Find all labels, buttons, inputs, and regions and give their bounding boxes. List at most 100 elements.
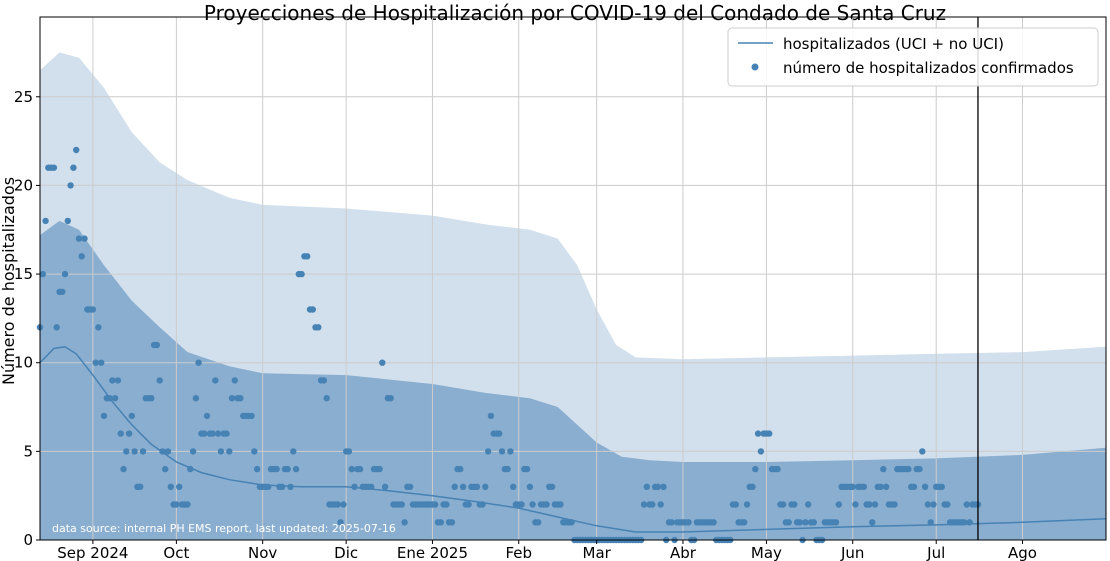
data-point <box>89 306 97 313</box>
observed-points-group <box>36 146 982 544</box>
data-point <box>273 465 280 473</box>
data-point <box>201 430 208 437</box>
data-point <box>448 519 456 526</box>
data-point <box>960 519 968 526</box>
data-point <box>195 359 202 366</box>
data-point <box>298 270 305 278</box>
data-point <box>805 501 812 508</box>
x-tick-label: Ene 2025 <box>397 544 468 561</box>
data-point <box>437 519 444 526</box>
data-point <box>223 430 230 437</box>
data-point <box>67 182 74 189</box>
data-point <box>376 465 383 473</box>
y-axis-label: Número de hospitalizados <box>0 177 18 385</box>
x-tick-label: Dic <box>334 544 358 561</box>
data-point <box>265 483 272 490</box>
data-point <box>774 465 781 473</box>
data-point <box>407 483 414 490</box>
data-point <box>766 430 773 437</box>
data-point <box>543 501 550 508</box>
data-point <box>176 483 183 490</box>
data-point <box>832 519 840 526</box>
data-point <box>882 483 890 490</box>
data-point <box>387 395 394 402</box>
data-point <box>212 377 219 384</box>
data-point <box>944 501 951 508</box>
data-point <box>137 483 144 490</box>
data-point <box>42 217 49 225</box>
data-point <box>309 306 316 313</box>
data-point <box>78 253 85 260</box>
y-tick-label: 15 <box>14 265 33 283</box>
projection-line-group <box>39 346 1107 533</box>
data-point <box>278 483 286 490</box>
data-point <box>685 519 692 526</box>
x-tick-label: Jul <box>926 544 945 561</box>
data-point <box>92 359 99 366</box>
data-point <box>61 270 69 278</box>
data-point <box>732 501 739 508</box>
data-point <box>921 483 929 490</box>
data-point <box>643 483 650 490</box>
data-point <box>153 341 161 349</box>
legend-label-line: hospitalizados (UCI + no UCI) <box>783 35 1004 53</box>
data-point <box>518 501 525 508</box>
data-point <box>356 465 364 473</box>
data-point <box>379 359 386 366</box>
data-point <box>916 465 923 473</box>
data-point <box>334 501 341 508</box>
data-point <box>148 395 155 402</box>
data-point <box>304 253 311 260</box>
data-point <box>100 412 108 420</box>
data-point <box>785 519 792 526</box>
data-point <box>251 448 258 455</box>
legend: hospitalizados (UCI + no UCI) número de … <box>727 27 1099 87</box>
data-point <box>529 501 536 508</box>
x-tick-label: Nov <box>248 544 277 561</box>
data-point <box>791 501 798 508</box>
projection-line <box>39 346 1107 533</box>
legend-box <box>727 27 1099 87</box>
data-point <box>557 501 564 508</box>
data-point <box>39 270 46 278</box>
data-point <box>752 465 759 473</box>
data-point <box>287 483 294 490</box>
legend-point-swatch <box>751 63 759 71</box>
data-point <box>70 164 77 171</box>
x-axis-ticks: Sep 2024 Oct Nov Dic Ene 2025 Feb Mar Abr May Jun… <box>57 540 1037 561</box>
x-tick-label: Mar <box>583 544 612 561</box>
data-point <box>189 448 197 455</box>
chart-title: Proyecciones de Hospitalización por COVI… <box>204 1 946 25</box>
data-point <box>535 519 542 526</box>
data-point <box>351 483 358 490</box>
data-point <box>381 483 389 490</box>
y-tick-label: 5 <box>23 442 33 460</box>
data-point <box>465 501 472 508</box>
data-point <box>368 483 375 490</box>
data-point <box>320 377 328 384</box>
data-point <box>50 164 58 171</box>
data-point <box>743 501 751 508</box>
x-tick-label: Oct <box>163 544 189 561</box>
data-point <box>237 395 244 402</box>
data-point <box>167 483 174 490</box>
data-point <box>443 501 450 508</box>
y-tick-label: 25 <box>14 88 33 106</box>
data-point <box>253 465 261 473</box>
data-point <box>930 501 937 508</box>
data-point <box>398 501 405 508</box>
data-point <box>231 377 238 384</box>
data-point <box>432 501 439 508</box>
data-point <box>284 465 291 473</box>
data-point <box>123 448 130 455</box>
data-point <box>487 412 495 420</box>
data-point <box>660 483 667 490</box>
data-point <box>290 448 297 455</box>
data-point <box>649 501 656 508</box>
data-point <box>173 501 180 508</box>
data-point <box>966 519 973 526</box>
data-point <box>938 483 945 490</box>
x-tick-label: Ago <box>1008 544 1037 561</box>
data-point <box>120 465 127 473</box>
data-point <box>125 430 133 437</box>
